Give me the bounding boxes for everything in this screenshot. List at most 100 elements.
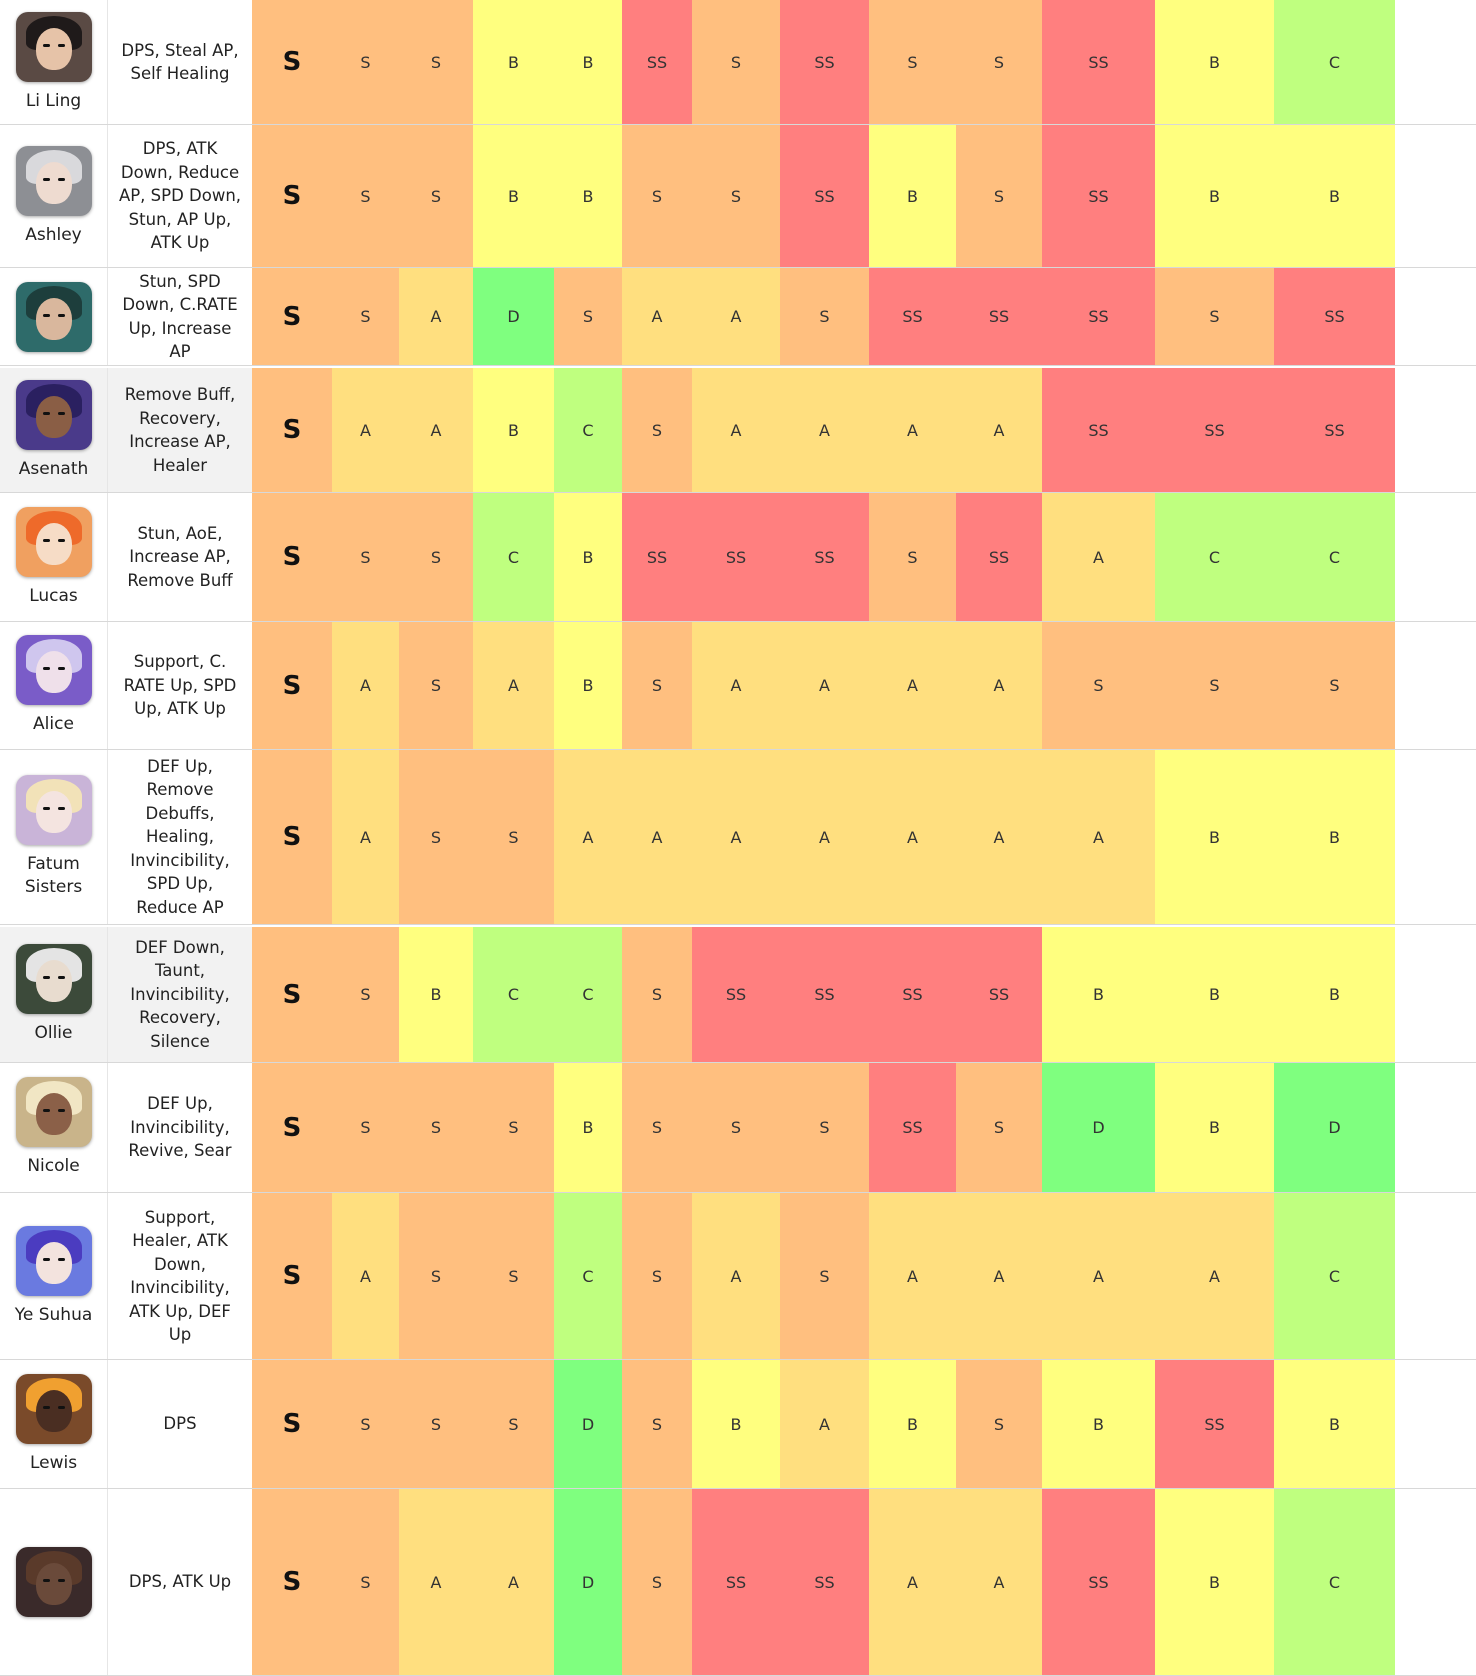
- portrait-eye: [57, 538, 65, 542]
- rating-cell: A: [554, 750, 622, 924]
- hero-skills: DPS: [108, 1360, 252, 1488]
- hero-skills: DPS, ATK Up: [108, 1489, 252, 1675]
- hero-portrait-image: [15, 1077, 92, 1147]
- hero-portrait-image: [15, 379, 92, 450]
- portrait-eye: [57, 177, 65, 181]
- hero-skills: Support, C. RATE Up, SPD Up, ATK Up: [108, 622, 252, 749]
- hero-cell: Fatum Sisters: [0, 750, 108, 924]
- hero-portrait-image: [15, 1225, 92, 1296]
- rating-cell: S: [622, 1193, 692, 1359]
- rating-cell: S: [399, 0, 473, 124]
- rating-cell: B: [1274, 750, 1395, 924]
- rating-cell: S: [622, 927, 692, 1062]
- rating-cell: S: [956, 1360, 1042, 1488]
- rating-cell: S: [332, 268, 399, 365]
- rating-cell: S: [332, 0, 399, 124]
- rating-cell: SS: [956, 927, 1042, 1062]
- rating-cell: S: [622, 1063, 692, 1192]
- rating-cell: A: [692, 1193, 780, 1359]
- rating-cell: SS: [1274, 368, 1395, 492]
- rating-cell: SS: [622, 0, 692, 124]
- portrait-eye: [42, 1579, 50, 1582]
- rating-cell: S: [1274, 622, 1395, 749]
- hero-portrait-image: [15, 145, 92, 216]
- overall-rating-cell: S: [252, 268, 332, 365]
- rating-cell: D: [473, 268, 554, 365]
- hero-name: Lucas: [29, 585, 78, 606]
- rating-cell: B: [1274, 125, 1395, 267]
- overall-rating-cell: S: [252, 927, 332, 1062]
- rating-cell: SS: [869, 927, 956, 1062]
- rating-cell: C: [1274, 0, 1395, 124]
- hero-name: Ye Suhua: [14, 1304, 93, 1325]
- rating-cell: C: [1274, 1193, 1395, 1359]
- rating-cell: S: [554, 268, 622, 365]
- overall-rating-cell: S: [252, 1360, 332, 1488]
- rating-cell: S: [956, 125, 1042, 267]
- rating-cell: S: [692, 125, 780, 267]
- hero-cell: Nicole: [0, 1063, 108, 1192]
- rating-cell: S: [780, 1193, 869, 1359]
- rating-cell: C: [1155, 493, 1274, 621]
- rating-cell: SS: [780, 1489, 869, 1675]
- rating-cell: A: [780, 750, 869, 924]
- rating-cell: S: [399, 1360, 473, 1488]
- rating-cell: S: [332, 1489, 399, 1675]
- rating-cell: S: [622, 622, 692, 749]
- portrait-eye: [42, 1109, 50, 1112]
- portrait-face-shape: [35, 791, 72, 833]
- rating-cell: B: [1155, 125, 1274, 267]
- table-row: Lucas Stun, AoE, Increase AP, Remove Buff…: [0, 493, 1476, 622]
- rating-cell: A: [869, 1489, 956, 1675]
- rating-cell: S: [780, 1063, 869, 1192]
- portrait-eye: [57, 667, 65, 670]
- portrait-face-shape: [35, 161, 72, 204]
- rating-cell: SS: [1155, 1360, 1274, 1488]
- hero-cell: [0, 268, 108, 365]
- hero-skills: DEF Up, Invincibility, Revive, Sear: [108, 1063, 252, 1192]
- table-row: Ashley DPS, ATK Down, Reduce AP, SPD Down…: [0, 125, 1476, 268]
- hero-name: Nicole: [27, 1156, 80, 1176]
- rating-cell: A: [1155, 1193, 1274, 1359]
- portrait-face-shape: [35, 1389, 72, 1432]
- table-row: Fatum Sisters DEF Up, Remove Debuffs, Hea…: [0, 750, 1476, 925]
- rating-cell: A: [332, 1193, 399, 1359]
- rating-cell: A: [869, 1193, 956, 1359]
- hero-cell: Ashley: [0, 125, 108, 267]
- rating-cell: SS: [869, 268, 956, 365]
- rating-cell: SS: [692, 927, 780, 1062]
- rating-cell: D: [1042, 1063, 1155, 1192]
- rating-cell: S: [332, 493, 399, 621]
- table-row: Ye Suhua Support, Healer, ATK Down, Invin…: [0, 1193, 1476, 1360]
- table-row: Alice Support, C. RATE Up, SPD Up, ATK Up…: [0, 622, 1476, 750]
- portrait-eye: [42, 1257, 50, 1261]
- hero-cell: Ollie: [0, 927, 108, 1062]
- rating-cell: B: [399, 927, 473, 1062]
- rating-cell: B: [869, 1360, 956, 1488]
- rating-cell: A: [1042, 493, 1155, 621]
- hero-name: Ollie: [34, 1023, 73, 1043]
- rating-cell: A: [399, 368, 473, 492]
- overall-rating-cell: S: [252, 493, 332, 621]
- rating-cell: B: [473, 125, 554, 267]
- rating-cell: A: [622, 750, 692, 924]
- rating-cell: B: [692, 1360, 780, 1488]
- rating-cell: S: [473, 1360, 554, 1488]
- hero-cell: Lewis: [0, 1360, 108, 1488]
- rating-cell: SS: [780, 125, 869, 267]
- overall-rating-cell: S: [252, 1193, 332, 1359]
- rating-cell: SS: [956, 268, 1042, 365]
- table-row: Nicole DEF Up, Invincibility, Revive, Sea…: [0, 1063, 1476, 1193]
- rating-cell: SS: [780, 493, 869, 621]
- hero-portrait-image: [15, 1547, 92, 1617]
- portrait-eye: [42, 807, 50, 810]
- table-row: Stun, SPD Down, C.RATE Up, Increase AP S S…: [0, 268, 1476, 366]
- hero-name: Alice: [33, 714, 74, 734]
- rating-cell: B: [1155, 0, 1274, 124]
- portrait-eye: [57, 313, 65, 317]
- hero-name: Ashley: [25, 224, 82, 245]
- rating-cell: B: [554, 1063, 622, 1192]
- rating-cell: S: [399, 1063, 473, 1192]
- portrait-eye: [42, 43, 50, 47]
- rating-cell: S: [399, 1193, 473, 1359]
